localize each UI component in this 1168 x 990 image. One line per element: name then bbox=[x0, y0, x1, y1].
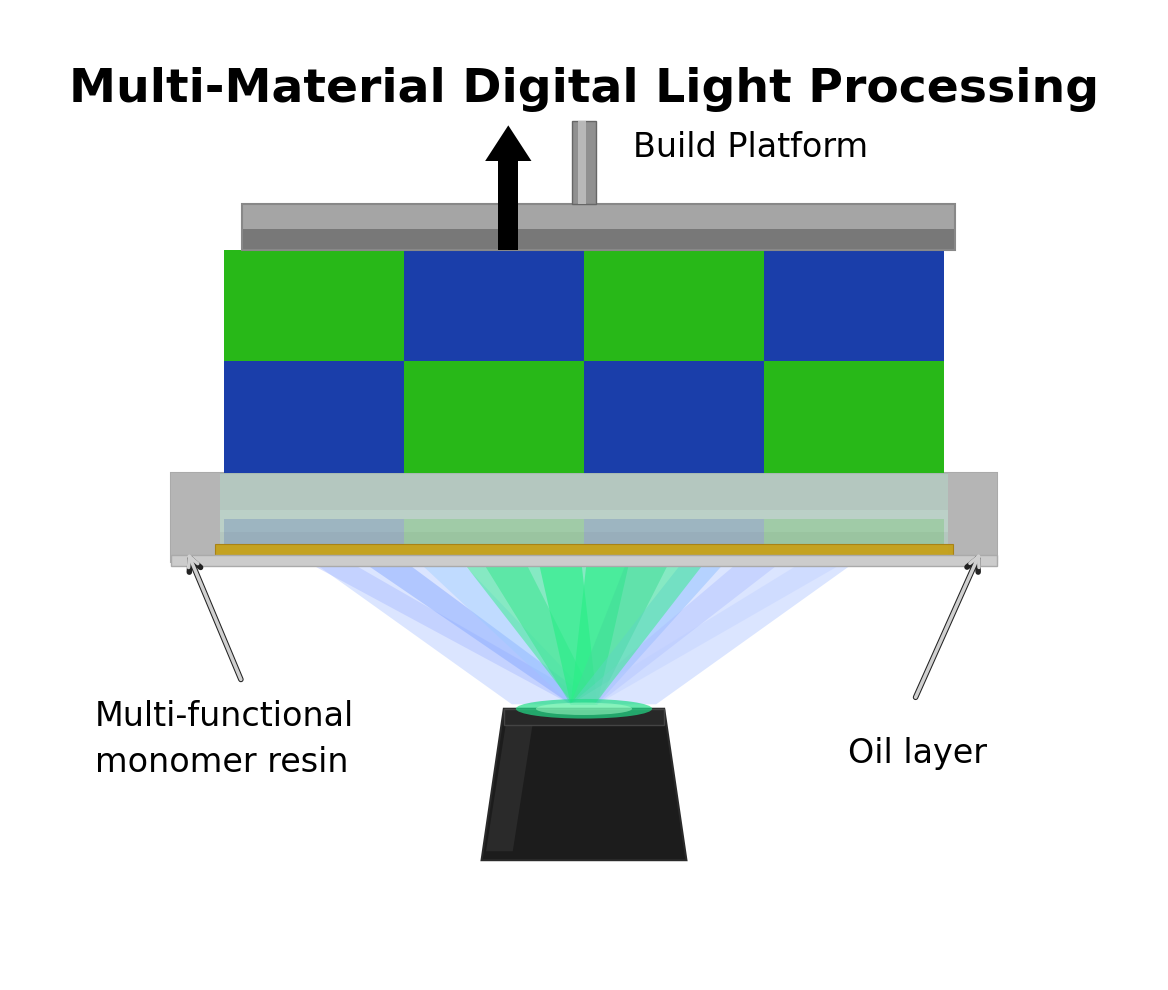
Bar bbox=[220, 473, 948, 544]
Bar bbox=[764, 250, 944, 361]
Bar bbox=[171, 473, 220, 561]
Bar bbox=[220, 510, 948, 533]
Text: Multi-Material Digital Light Processing: Multi-Material Digital Light Processing bbox=[69, 67, 1099, 113]
Polygon shape bbox=[485, 126, 531, 161]
Polygon shape bbox=[503, 709, 665, 725]
Polygon shape bbox=[402, 545, 597, 704]
Polygon shape bbox=[339, 545, 597, 704]
Text: Multi-functional
monomer resin: Multi-functional monomer resin bbox=[95, 701, 354, 779]
Polygon shape bbox=[571, 545, 677, 704]
Polygon shape bbox=[535, 545, 597, 704]
Polygon shape bbox=[451, 545, 717, 704]
Bar bbox=[171, 473, 997, 561]
Polygon shape bbox=[571, 545, 633, 704]
Bar bbox=[764, 361, 944, 473]
Bar bbox=[499, 161, 519, 250]
Bar bbox=[215, 544, 953, 554]
Bar bbox=[224, 361, 404, 473]
Ellipse shape bbox=[516, 699, 652, 719]
Polygon shape bbox=[290, 545, 878, 704]
Bar bbox=[224, 519, 404, 544]
Bar bbox=[171, 554, 997, 566]
Bar bbox=[764, 519, 944, 544]
Bar bbox=[584, 519, 764, 544]
Bar bbox=[242, 204, 954, 250]
Bar bbox=[242, 230, 954, 250]
Text: Build Platform: Build Platform bbox=[633, 131, 868, 164]
Polygon shape bbox=[473, 545, 597, 704]
Bar bbox=[242, 204, 954, 230]
Polygon shape bbox=[481, 709, 687, 860]
Bar bbox=[404, 250, 584, 361]
Bar bbox=[224, 250, 404, 361]
Ellipse shape bbox=[536, 703, 632, 715]
Polygon shape bbox=[571, 545, 739, 704]
Polygon shape bbox=[486, 709, 535, 851]
Bar bbox=[578, 121, 586, 204]
Polygon shape bbox=[277, 545, 597, 704]
Bar bbox=[571, 121, 597, 204]
Bar bbox=[584, 361, 764, 473]
Text: Oil layer: Oil layer bbox=[848, 737, 987, 770]
Bar bbox=[404, 519, 584, 544]
Bar bbox=[584, 250, 764, 361]
Bar bbox=[404, 361, 584, 473]
Bar bbox=[948, 473, 997, 561]
Polygon shape bbox=[571, 545, 802, 704]
Polygon shape bbox=[571, 545, 874, 704]
